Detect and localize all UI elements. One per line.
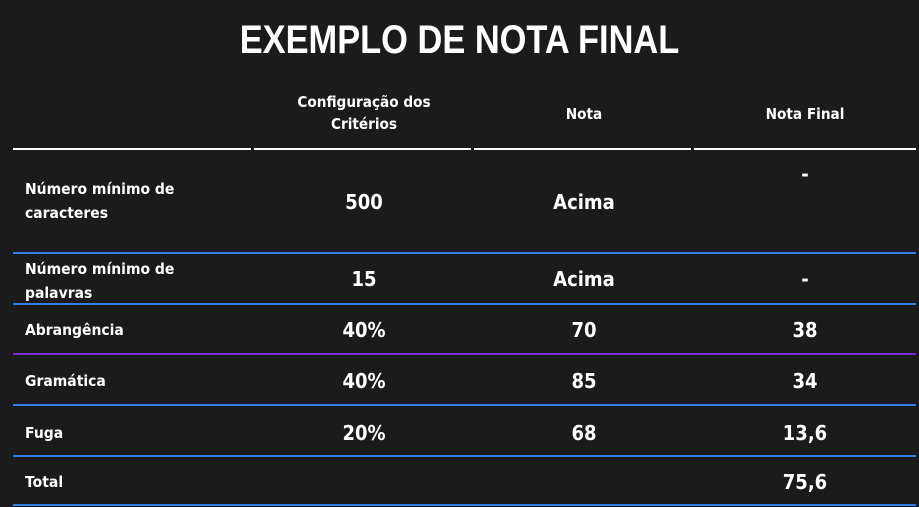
row-final: 75,6 <box>782 470 828 494</box>
row-label-fuga: Fuga <box>25 424 64 442</box>
row-final: 13,6 <box>782 421 828 445</box>
header-separator <box>13 148 916 150</box>
row-config: 500 <box>345 190 383 214</box>
row-separator <box>13 353 916 355</box>
row-config: 40% <box>342 318 386 342</box>
row-config: 40% <box>342 369 386 393</box>
row-final: 34 <box>792 369 818 393</box>
row-nota: 68 <box>571 421 597 445</box>
row-label-min-characters: Número mínimo de caracteres <box>25 180 175 222</box>
header-nota: Nota <box>565 105 603 123</box>
row-label-abrangencia: Abrangência <box>25 321 124 339</box>
row-final: - <box>801 267 809 291</box>
header-nota-final: Nota Final <box>765 105 845 123</box>
row-final: 38 <box>792 318 818 342</box>
row-config: 20% <box>342 421 386 445</box>
row-separator <box>13 404 916 406</box>
row-separator <box>13 252 916 254</box>
row-label-total: Total <box>25 473 64 491</box>
row-config: 15 <box>351 267 377 291</box>
row-nota: Acima <box>553 267 615 291</box>
row-nota: 85 <box>571 369 597 393</box>
row-label-gramatica: Gramática <box>25 372 106 390</box>
row-separator <box>13 303 916 305</box>
row-separator <box>13 455 916 457</box>
row-label-min-words: Número mínimo de palavras <box>25 260 175 302</box>
row-nota: Acima <box>553 190 615 214</box>
row-final: - <box>801 162 809 186</box>
page-title: EXEMPLO DE NOTA FINAL <box>239 18 680 62</box>
header-config: Configuração dos Critérios <box>297 93 431 133</box>
row-nota: 70 <box>571 318 597 342</box>
row-separator <box>13 504 916 506</box>
